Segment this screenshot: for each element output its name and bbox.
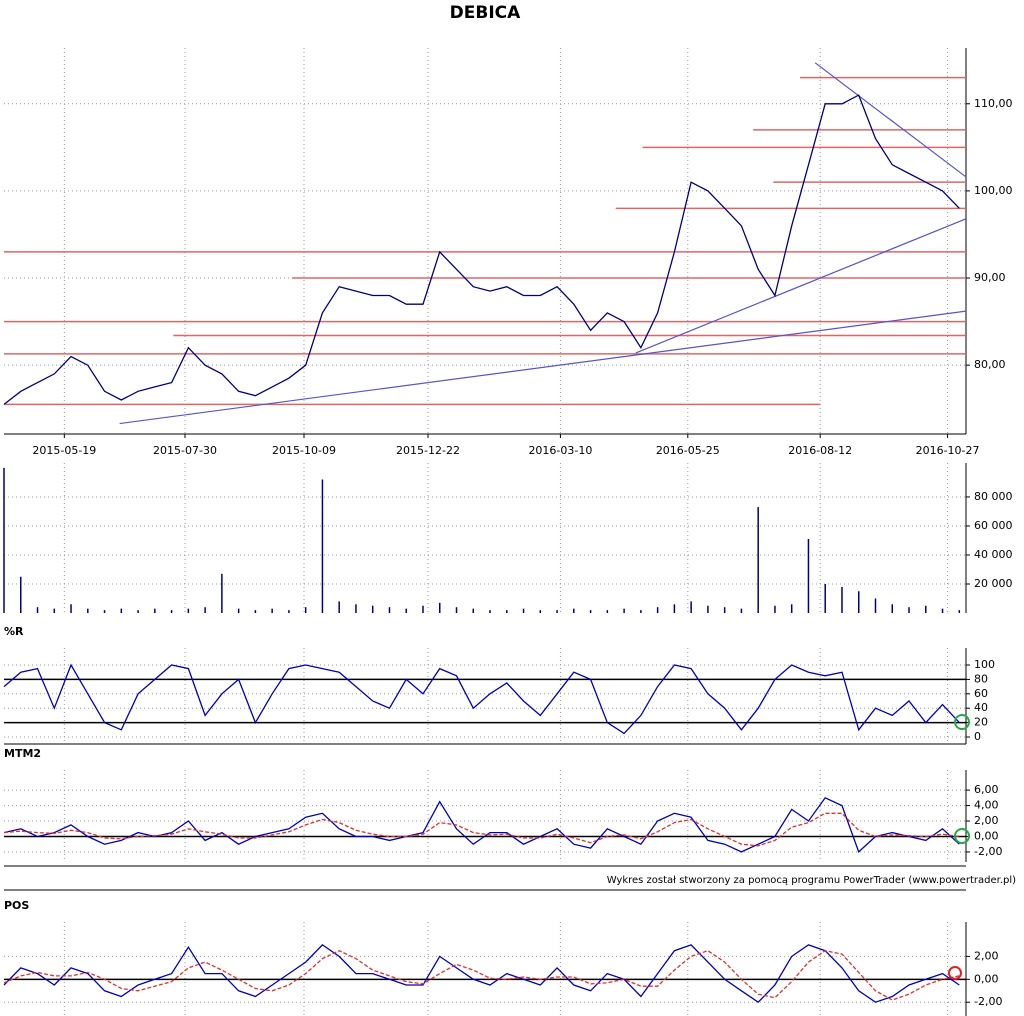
y-tick-label: 40 000: [974, 548, 1013, 561]
y-tick-label: -2,00: [974, 845, 1002, 858]
y-tick-label: 0,00: [974, 972, 999, 985]
y-tick-label: 2,00: [974, 949, 999, 962]
y-tick-label: 80 000: [974, 490, 1013, 503]
data-line: [3, 796, 960, 854]
x-tick-label: 2015-12-22: [396, 444, 460, 457]
y-tick-label: 60 000: [974, 519, 1013, 532]
x-tick-label: 2016-08-12: [788, 444, 852, 457]
data-line: [3, 949, 960, 1001]
y-tick-label: 6,00: [974, 783, 999, 796]
panel-title: POS: [4, 899, 29, 912]
panels: 2015-05-19 2015-07-30 2015-10-09 2015-12-22…: [3, 48, 1013, 1016]
trend-line: [119, 310, 967, 425]
trend-line: [814, 62, 967, 178]
data-line: [3, 944, 960, 1004]
x-tick-label: 2015-05-19: [32, 444, 96, 457]
y-tick-label: -2,00: [974, 995, 1002, 1008]
footer: Wykres został stworzony za pomocą progra…: [607, 875, 1016, 886]
chart-title: DEBICA: [450, 3, 521, 23]
data-line: [3, 812, 960, 847]
x-tick-label: 2016-10-27: [916, 444, 980, 457]
x-tick-label: 2015-10-09: [272, 444, 336, 457]
y-tick-label: 80,00: [974, 358, 1006, 371]
data-line: [3, 663, 960, 735]
y-tick-label: 0: [974, 730, 981, 743]
data-line: [3, 94, 960, 405]
y-tick-label: 60: [974, 687, 988, 700]
y-tick-label: 90,00: [974, 271, 1006, 284]
y-tick-label: 80: [974, 672, 988, 685]
y-tick-label: 100,00: [974, 184, 1013, 197]
y-tick-label: 2,00: [974, 814, 999, 827]
signal-circle: [954, 828, 970, 844]
y-tick-label: 20 000: [974, 577, 1013, 590]
y-tick-label: 40: [974, 701, 988, 714]
trend-line: [635, 218, 967, 354]
y-tick-label: 20: [974, 716, 988, 729]
y-tick-label: 110,00: [974, 97, 1013, 110]
x-tick-label: 2015-07-30: [153, 444, 217, 457]
signal-circle: [948, 966, 962, 980]
y-tick-label: 100: [974, 658, 995, 671]
panel-title: %R: [4, 625, 24, 638]
y-tick-label: 0,00: [974, 829, 999, 842]
signal-circle: [954, 714, 970, 730]
y-tick-label: 4,00: [974, 799, 999, 812]
x-tick-label: 2016-05-25: [656, 444, 720, 457]
x-tick-label: 2016-03-10: [528, 444, 592, 457]
panel-title: MTM2: [4, 747, 41, 760]
